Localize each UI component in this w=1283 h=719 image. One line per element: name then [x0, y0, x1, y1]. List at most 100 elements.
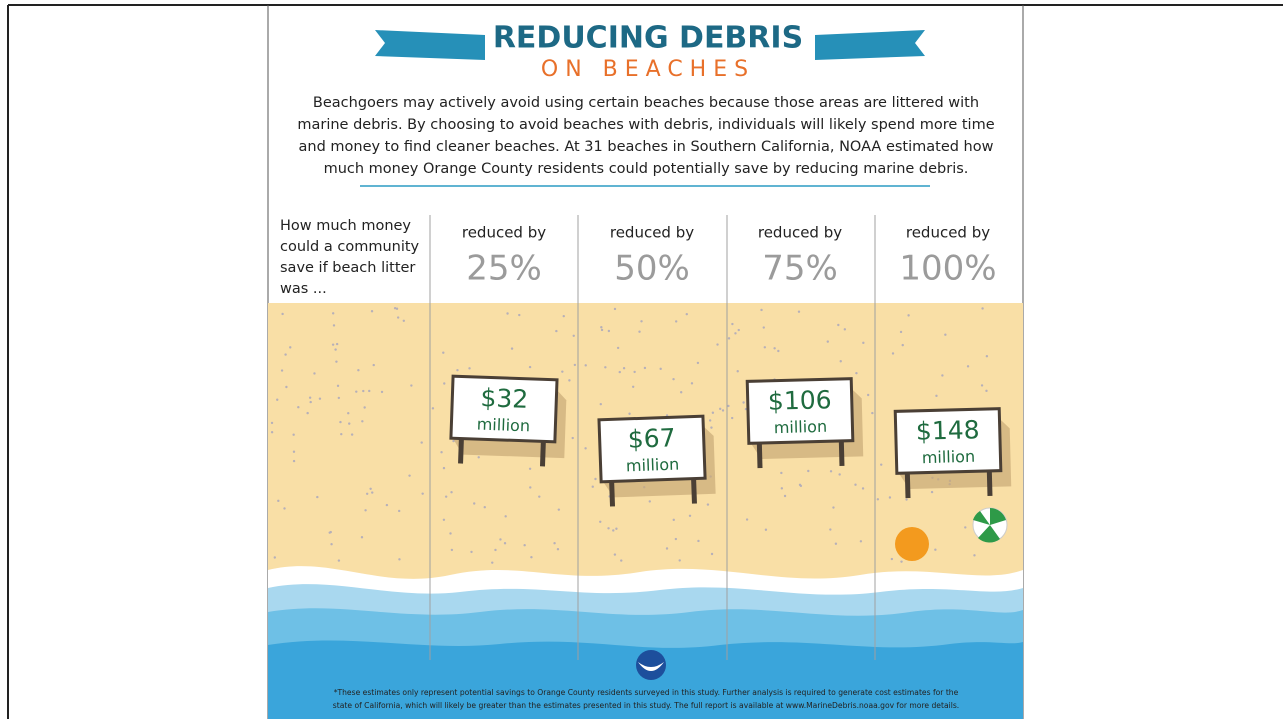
sand-dot: [273, 556, 276, 559]
sand-dot: [807, 469, 810, 473]
sand-dot: [306, 411, 309, 415]
sand-dot: [281, 312, 284, 316]
sand-dot: [613, 307, 617, 311]
sand-dot: [762, 326, 765, 329]
sand-dot: [866, 393, 870, 397]
sand-dot: [362, 389, 365, 393]
sand-dot: [674, 537, 678, 541]
sand-dot: [442, 518, 446, 521]
sand-dot: [696, 361, 700, 365]
sand-dot: [905, 498, 908, 501]
sand-dot: [640, 320, 643, 323]
sign-amount: $148: [916, 415, 980, 446]
column-label: reduced by: [462, 224, 546, 242]
sand-dot: [638, 330, 641, 333]
sign-amount: $106: [768, 385, 832, 416]
sand-dot: [408, 474, 411, 477]
sand-dot: [708, 419, 712, 422]
wave-deep: [268, 640, 1023, 719]
sand-dot: [398, 558, 401, 561]
sand-dot: [613, 553, 617, 556]
sand-dot: [335, 342, 339, 346]
sand-dot: [444, 495, 448, 498]
sand-dot: [985, 355, 989, 358]
sand-dot: [562, 314, 565, 318]
sand-dot: [843, 328, 847, 331]
sand-dot: [370, 310, 374, 313]
sand-dot: [365, 492, 369, 495]
sand-dot: [491, 561, 494, 564]
sand-dot: [622, 366, 626, 370]
question: How much money could a community save if b…: [280, 218, 420, 297]
sand-dot: [421, 492, 424, 495]
sand-dot: [731, 322, 734, 326]
sand-dot: [518, 313, 521, 317]
sand-dot: [483, 506, 486, 509]
sand-dot: [679, 391, 683, 394]
sand-dot: [734, 332, 737, 335]
sand-dot: [368, 389, 371, 393]
sand-dot: [328, 531, 331, 534]
sand-dot: [780, 471, 783, 475]
sand-dot: [591, 485, 594, 488]
column-label: reduced by: [610, 224, 694, 242]
sand-dot: [716, 343, 719, 346]
sand-dot: [420, 441, 423, 444]
sand-dot: [504, 515, 507, 518]
sand-dot: [607, 329, 611, 333]
sand-dot: [410, 384, 413, 387]
sand-dot: [935, 394, 938, 398]
sand-dot: [719, 407, 722, 411]
sand-dot: [557, 508, 561, 511]
sand-dot: [599, 520, 602, 523]
intro-line: much money Orange County residents could…: [324, 161, 969, 177]
sand-dot: [442, 351, 445, 354]
sand-dot: [780, 487, 784, 490]
sand-dot: [643, 366, 647, 370]
sand-dot: [289, 346, 292, 349]
sand-dot: [730, 416, 734, 420]
sand-dot: [855, 371, 858, 375]
sand-dot: [297, 405, 300, 409]
sign-board: [449, 374, 559, 444]
question-line: was ...: [280, 281, 327, 297]
footnote-line: state of California, which will likely b…: [333, 701, 959, 710]
sand-dot: [907, 314, 910, 317]
sand-dot: [270, 431, 274, 434]
sand-dot: [876, 498, 880, 501]
umbrella: [895, 527, 929, 561]
sand-dot: [665, 547, 669, 550]
column-percent: 50%: [614, 249, 690, 289]
sand-dot: [308, 396, 312, 399]
sign-unit: million: [774, 417, 828, 437]
intro-line: and money to find cleaner beaches. At 31…: [299, 139, 994, 155]
intro-line: marine debris. By choosing to avoid beac…: [297, 117, 994, 133]
sand-dot: [364, 509, 367, 512]
sand-dot: [369, 487, 372, 490]
column-percent: 100%: [899, 249, 996, 289]
sand-dot: [838, 473, 841, 476]
sand-dot: [573, 363, 577, 367]
sand-dot: [499, 538, 502, 541]
intro-line: Beachgoers may actively avoid using cert…: [313, 95, 979, 111]
sand-dot: [862, 341, 865, 345]
sand-dot: [685, 312, 688, 316]
sand-dot: [477, 456, 480, 459]
sand-dot: [350, 433, 354, 436]
sand-dot: [599, 402, 602, 406]
sand-dot: [402, 319, 405, 322]
question-line: save if beach litter: [280, 260, 415, 276]
sand-dot: [270, 421, 274, 425]
sand-dot: [336, 384, 340, 388]
sand-dot: [335, 360, 338, 363]
sand-dot: [727, 337, 731, 340]
sand-dot: [710, 426, 713, 429]
sand-dot: [584, 447, 587, 450]
sign-unit: million: [922, 447, 976, 467]
sand-dot: [280, 369, 284, 372]
